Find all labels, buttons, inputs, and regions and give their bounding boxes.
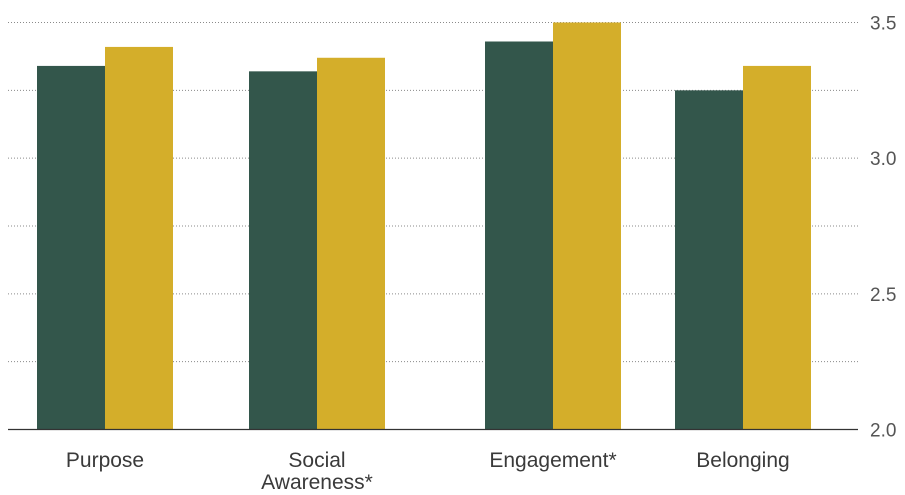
bar-series1-3 — [675, 90, 743, 430]
x-category-label: Social Awareness* — [261, 449, 373, 494]
bar-series1-2 — [485, 41, 553, 430]
x-category-label: Belonging — [696, 449, 789, 472]
bars — [37, 22, 811, 430]
bar-series2-3 — [743, 65, 811, 430]
x-category-label: Purpose — [66, 449, 144, 472]
bar-series2-2 — [553, 22, 621, 430]
x-category-label: Engagement* — [489, 449, 616, 472]
bar-series1-1 — [249, 71, 317, 430]
y-tick-label: 2.0 — [870, 421, 896, 442]
bar-series2-0 — [105, 46, 173, 430]
y-tick-label: 2.5 — [870, 285, 896, 306]
x-axis-labels: Purpose Social Awareness* Engagement* Belong… — [66, 449, 790, 494]
y-axis-ticks: 2.0 2.5 3.0 3.5 — [870, 14, 896, 442]
y-tick-label: 3.5 — [870, 14, 896, 35]
bar-series2-1 — [317, 57, 385, 430]
bar-series1-0 — [37, 65, 105, 430]
y-tick-label: 3.0 — [870, 149, 896, 170]
